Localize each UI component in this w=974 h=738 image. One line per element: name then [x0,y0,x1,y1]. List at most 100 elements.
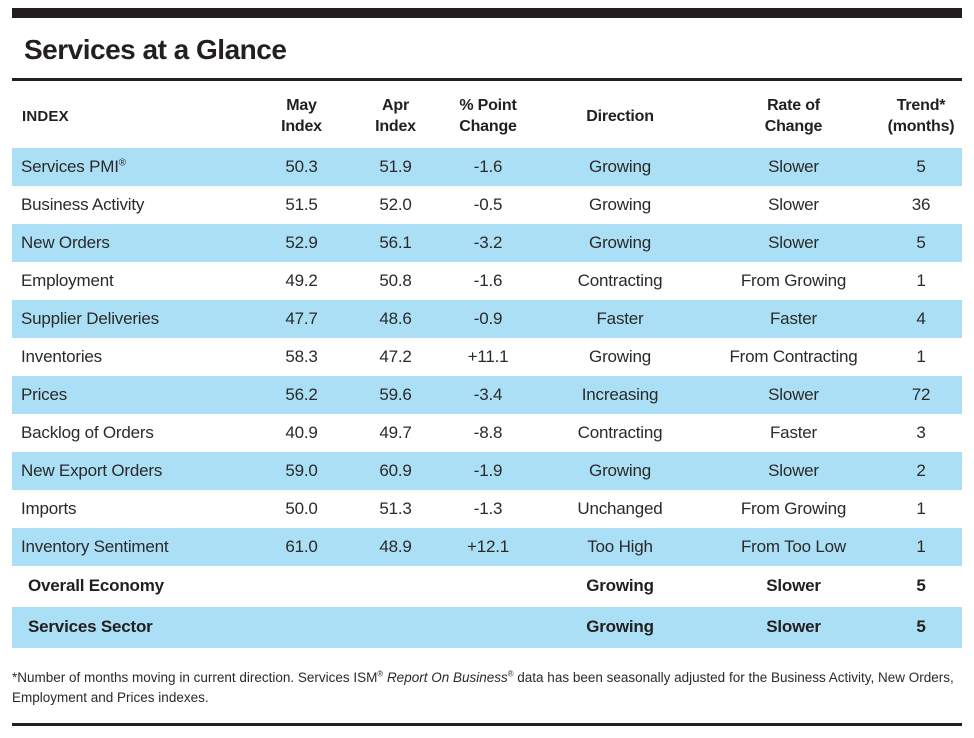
index-name: Services Sector [28,617,153,637]
cell-trend: 5 [916,576,926,596]
table-row: Backlog of Orders 40.9 49.7 -8.8 Contracting… [12,414,962,452]
cell-apr: 51.9 [379,156,412,176]
row-label: Inventory Sentiment [12,528,255,566]
cell-change: -1.9 [473,460,503,480]
cell-rate: From Growing [740,498,847,518]
header-trend-months: Trend* (months) [887,97,955,135]
cell-trend: 72 [911,384,931,404]
footnote-segment: data has been seasonally adjusted for th… [12,669,954,706]
footnote-segment: *Number of months moving in current dire… [12,669,378,685]
cell-may: 50.0 [285,498,318,518]
cell-apr: 59.6 [379,384,412,404]
table-row: Supplier Deliveries 47.7 48.6 -0.9 Faster Fas… [12,299,962,338]
cell-may: 52.9 [285,232,318,252]
table-row: Imports 50.0 51.3 -1.3 Unchanged From Growing… [12,490,962,528]
page-title: Services at a Glance [24,34,287,65]
cell-may: 51.5 [285,194,318,214]
header-direction: Direction [586,107,654,125]
cell-trend: 5 [916,156,926,176]
cell-rate: Slower [768,460,819,480]
cell-trend: 1 [916,498,926,518]
cell-rate: Slower [766,576,821,596]
row-label: New Export Orders [12,452,255,490]
cell-change [443,566,533,607]
cell-apr: 50.8 [379,270,412,290]
cell-direction: Growing [586,617,654,637]
cell-rate: From Too Low [741,536,846,556]
cell-change: -1.3 [473,498,503,518]
cell-change [443,607,533,648]
cell-rate: Slower [768,194,819,214]
cell-trend: 1 [916,536,926,556]
cell-direction: Unchanged [577,498,663,518]
index-name: Overall Economy [28,576,164,596]
cell-trend: 1 [916,270,926,290]
index-name: Business Activity [21,194,145,214]
row-label: Inventories [12,338,255,376]
row-label: Business Activity [12,186,255,224]
row-label: New Orders [12,224,255,262]
registered-trademark-icon: ® [507,669,514,679]
table-row: New Orders 52.9 56.1 -3.2 Growing Slower 5 [12,223,962,262]
cell-may: 59.0 [285,460,318,480]
cell-apr: 47.2 [379,346,412,366]
cell-direction: Too High [587,536,653,556]
cell-may: 58.3 [285,346,318,366]
cell-direction: Growing [589,156,651,176]
header-apr-index: Apr Index [375,97,416,135]
cell-direction: Contracting [577,422,663,442]
header-point-change: % Point Change [459,97,517,135]
cell-change: +11.1 [467,346,509,366]
summary-row: Services Sector Growing Slower 5 [12,606,962,648]
cell-trend: 3 [916,422,926,442]
summary-row: Overall Economy Growing Slower 5 [12,566,962,607]
cell-apr: 51.3 [379,498,412,518]
cell-rate: Slower [768,232,819,252]
cell-trend: 5 [916,232,926,252]
bottom-rule-bar [12,723,962,727]
cell-rate: Slower [768,384,819,404]
registered-trademark-icon: ® [377,669,384,679]
cell-trend: 5 [916,617,926,637]
cell-may: 47.7 [285,308,318,328]
cell-direction: Growing [589,460,651,480]
cell-direction: Growing [589,232,651,252]
cell-direction: Growing [589,346,651,366]
row-label: Services Sector [12,607,255,648]
table-row: Inventory Sentiment 61.0 48.9 +12.1 Too High… [12,527,962,566]
cell-rate: Slower [766,617,821,637]
cell-rate: Faster [770,422,817,442]
table-row: Prices 56.2 59.6 -3.4 Increasing Slower 72 [12,375,962,414]
table-row: Business Activity 51.5 52.0 -0.5 Growing Slow… [12,186,962,224]
cell-change: -0.5 [473,194,503,214]
row-label: Prices [12,376,255,414]
cell-apr: 52.0 [379,194,412,214]
cell-apr: 48.9 [379,536,412,556]
header-row: INDEX May Index Apr Index % Point Change… [12,81,962,148]
row-label: Overall Economy [12,566,255,607]
index-name: Prices [21,384,68,404]
cell-may: 49.2 [285,270,318,290]
cell-apr: 48.6 [379,308,412,328]
row-label: Services PMI® [12,148,255,186]
index-name: Inventories [21,346,102,366]
cell-change: -3.4 [473,384,503,404]
cell-change: +12.1 [466,536,509,556]
cell-may: 61.0 [285,536,318,556]
index-name: New Orders [21,232,110,252]
table-row: Employment 49.2 50.8 -1.6 Contracting From Gr… [12,262,962,300]
registered-trademark-icon: ® [118,157,126,169]
cell-may: 56.2 [285,384,318,404]
index-name: Employment [21,270,114,290]
row-label: Supplier Deliveries [12,300,255,338]
row-label: Employment [12,262,255,300]
table-body: Services PMI® 50.3 51.9 -1.6 Growing Slower 5 B… [12,147,962,648]
table-row: Inventories 58.3 47.2 +11.1 Growing From Cont… [12,338,962,376]
header-rate-of-change: Rate of Change [764,97,823,135]
index-name: Backlog of Orders [21,422,154,442]
cell-rate: Faster [770,308,817,328]
cell-change: -8.8 [473,422,503,442]
cell-apr [348,566,443,607]
cell-direction: Increasing [581,384,659,404]
